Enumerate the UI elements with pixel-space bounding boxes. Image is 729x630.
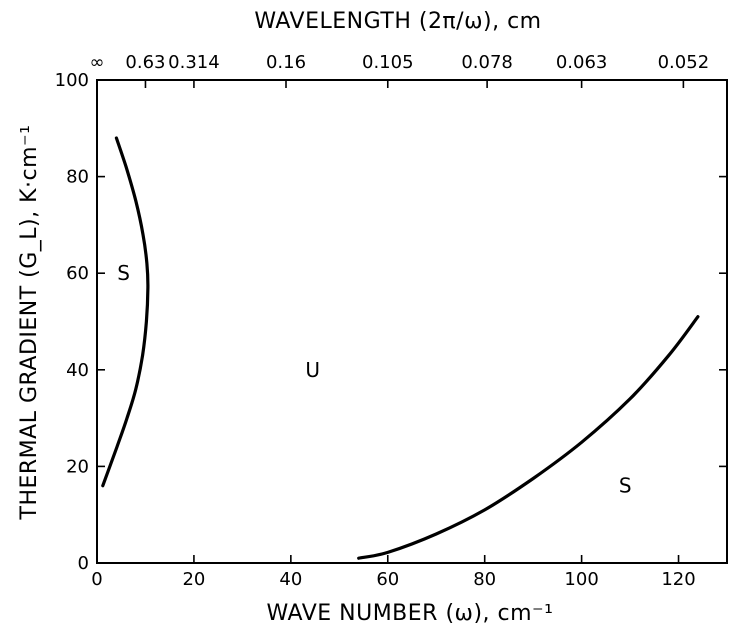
top-tick-label: 0.16 [266, 52, 306, 73]
top-tick-label: ∞ [90, 52, 105, 73]
x-tick-label: 100 [564, 569, 598, 590]
region-label: U [305, 358, 320, 382]
y-tick-label: 20 [66, 456, 89, 477]
y-tick-label: 0 [78, 553, 89, 574]
y-tick-label: 40 [66, 360, 89, 381]
plot-frame [96, 79, 728, 564]
y-tick-label: 80 [66, 167, 89, 188]
y-axis-title: THERMAL GRADIENT (G_L), K·cm⁻¹ [17, 125, 42, 521]
y-tick-label: 60 [66, 263, 89, 284]
x-tick-label: 20 [182, 569, 205, 590]
stability-boundary-2 [357, 315, 700, 560]
x-tick-label: 60 [376, 569, 399, 590]
x-tick-label: 80 [473, 569, 496, 590]
axis-ticks [96, 79, 727, 564]
top-tick-label: 0.052 [658, 52, 710, 73]
x-tick-label: 0 [91, 569, 102, 590]
x-axis-title: WAVE NUMBER (ω), cm⁻¹ [267, 601, 554, 626]
top-tick-label: 0.63 [125, 52, 165, 73]
region-annotations: S U S [117, 261, 631, 498]
region-label: S [117, 261, 130, 285]
x-tick-label: 40 [279, 569, 302, 590]
top-tick-label: 0.078 [461, 52, 513, 73]
top-tick-label: 0.314 [168, 52, 220, 73]
top-axis-title: WAVELENGTH (2π/ω), cm [254, 9, 541, 34]
top-tick-label: 0.063 [556, 52, 608, 73]
stability-boundary-1 [101, 136, 150, 488]
x-tick-label: 120 [661, 569, 695, 590]
region-label: S [619, 474, 632, 498]
top-tick-label: 0.105 [362, 52, 414, 73]
stability-curves [101, 136, 700, 560]
y-tick-label: 100 [55, 70, 89, 91]
